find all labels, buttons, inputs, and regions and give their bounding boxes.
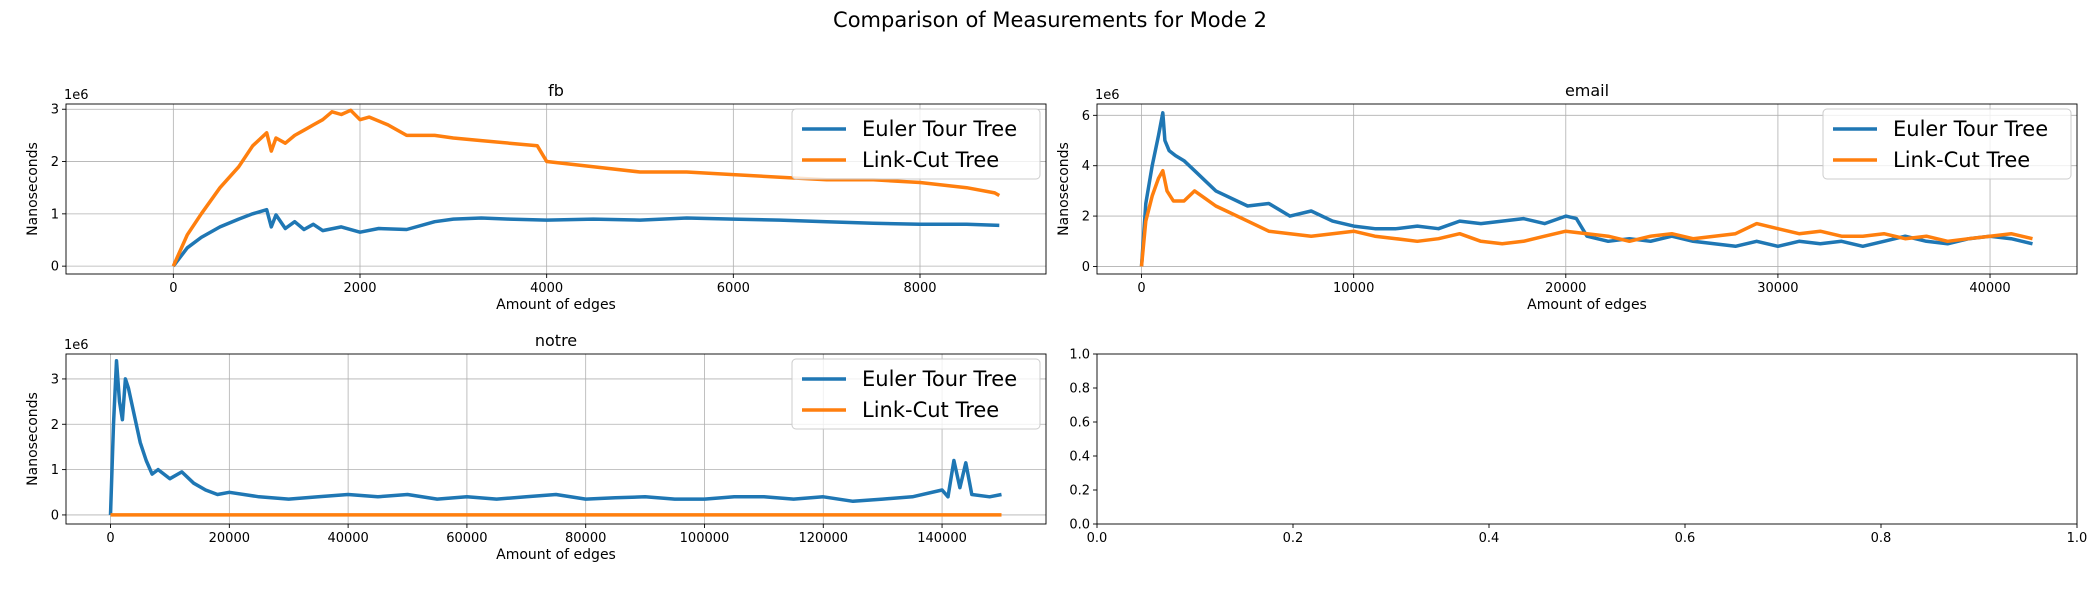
y-tick-label: 0.4	[1069, 450, 1090, 465]
legend-box	[1822, 108, 2072, 180]
subplot-title: notre	[535, 331, 577, 350]
y-tick-label: 1	[51, 463, 59, 478]
y-tick-label: 6	[1082, 109, 1090, 124]
subplot-title: email	[1565, 81, 1609, 100]
y-tick-label: 0.0	[1069, 518, 1090, 533]
y-axis-label: Nanoseconds	[25, 392, 41, 486]
legend-label: Link-Cut Tree	[1893, 148, 2030, 172]
series-line-euler-tour-tree	[1139, 111, 2033, 267]
y-axis-label: Nanoseconds	[1056, 142, 1072, 236]
x-tick-label: 0	[1137, 281, 1145, 296]
x-tick-label: 30000	[1757, 281, 1798, 296]
axes-frame	[65, 103, 1047, 275]
x-tick-label: 60000	[446, 531, 487, 546]
legend: Euler Tour Tree Link-Cut Tree	[791, 108, 1041, 180]
axes-frame	[65, 353, 1047, 525]
x-tick-label: 0.0	[1087, 531, 1108, 546]
y-axis-label: Nanoseconds	[25, 142, 41, 236]
legend-label: Link-Cut Tree	[862, 148, 999, 172]
subplot-fb: 0 2000 4000 6000 8000 0 1 2 3 1e6 fb Amount of edge…	[25, 81, 1047, 313]
y-tick-label: 0.8	[1069, 382, 1090, 397]
y-offset-label: 1e6	[64, 338, 89, 353]
x-tick-label: 0.8	[1871, 531, 1892, 546]
x-tick-label: 10000	[1333, 281, 1374, 296]
x-tick-label: 40000	[1969, 281, 2010, 296]
y-tick-label: 3	[51, 103, 59, 118]
x-tick-label: 0	[169, 281, 177, 296]
axes-frame	[1096, 353, 2078, 525]
y-offset-label: 1e6	[64, 88, 89, 103]
x-tick-label: 20000	[1545, 281, 1586, 296]
x-axis-label: Amount of edges	[496, 297, 616, 313]
y-tick-label: 0	[1082, 260, 1090, 275]
x-tick-label: 0.2	[1283, 531, 1304, 546]
legend-box	[791, 358, 1041, 430]
y-tick-label: 0.2	[1069, 484, 1090, 499]
x-tick-label: 4000	[530, 281, 563, 296]
y-tick-label: 3	[51, 372, 59, 387]
y-tick-label: 4	[1082, 159, 1090, 174]
figure-title: Comparison of Measurements for Mode 2	[833, 8, 1267, 32]
series-line-link-cut-tree	[171, 108, 1001, 267]
x-tick-label: 140000	[917, 531, 967, 546]
legend-label: Euler Tour Tree	[862, 367, 1017, 391]
subplot-email: 0 10000 20000 30000 40000 0 2 4 6 1e6 email Amount …	[1056, 81, 2078, 313]
x-tick-label: 2000	[343, 281, 376, 296]
x-tick-label: 40000	[327, 531, 368, 546]
y-tick-label: 2	[51, 418, 59, 433]
subplot-title: fb	[548, 81, 564, 100]
x-tick-label: 0.4	[1479, 531, 1500, 546]
y-tick-label: 1	[51, 207, 59, 222]
x-tick-label: 120000	[798, 531, 848, 546]
x-tick-label: 0	[106, 531, 114, 546]
y-offset-label: 1e6	[1095, 88, 1120, 103]
axes-frame	[1096, 103, 2078, 275]
legend: Euler Tour Tree Link-Cut Tree	[1822, 108, 2072, 180]
x-tick-label: 6000	[717, 281, 750, 296]
series-line-euler-tour-tree	[108, 359, 1002, 515]
x-tick-label: 80000	[565, 531, 606, 546]
x-tick-label: 20000	[209, 531, 250, 546]
series-line-euler-tour-tree	[171, 207, 1000, 268]
legend-box	[791, 108, 1041, 180]
legend-label: Euler Tour Tree	[862, 117, 1017, 141]
y-tick-label: 2	[1082, 210, 1090, 225]
subplot-notre: 0 20000 40000 60000 80000 100000 120000 140000 0…	[25, 331, 1047, 563]
y-tick-label: 0	[51, 508, 59, 523]
legend-label: Link-Cut Tree	[862, 398, 999, 422]
x-axis-label: Amount of edges	[1527, 297, 1647, 313]
legend-label: Euler Tour Tree	[1893, 117, 2048, 141]
subplot-empty: 0.0 0.2 0.4 0.6 0.8 1.0 0.0 0.2 0.4 0.6 0.8 1.0	[1069, 348, 2087, 547]
x-tick-label: 1.0	[2067, 531, 2088, 546]
x-axis-label: Amount of edges	[496, 547, 616, 563]
y-tick-label: 1.0	[1069, 348, 1090, 363]
x-tick-label: 100000	[680, 531, 730, 546]
series-line-link-cut-tree	[1139, 168, 2033, 267]
y-tick-label: 0	[51, 260, 59, 275]
x-tick-label: 8000	[903, 281, 936, 296]
y-tick-label: 0.6	[1069, 416, 1090, 431]
x-tick-label: 0.6	[1675, 531, 1696, 546]
legend: Euler Tour Tree Link-Cut Tree	[791, 358, 1041, 430]
y-tick-label: 2	[51, 155, 59, 170]
